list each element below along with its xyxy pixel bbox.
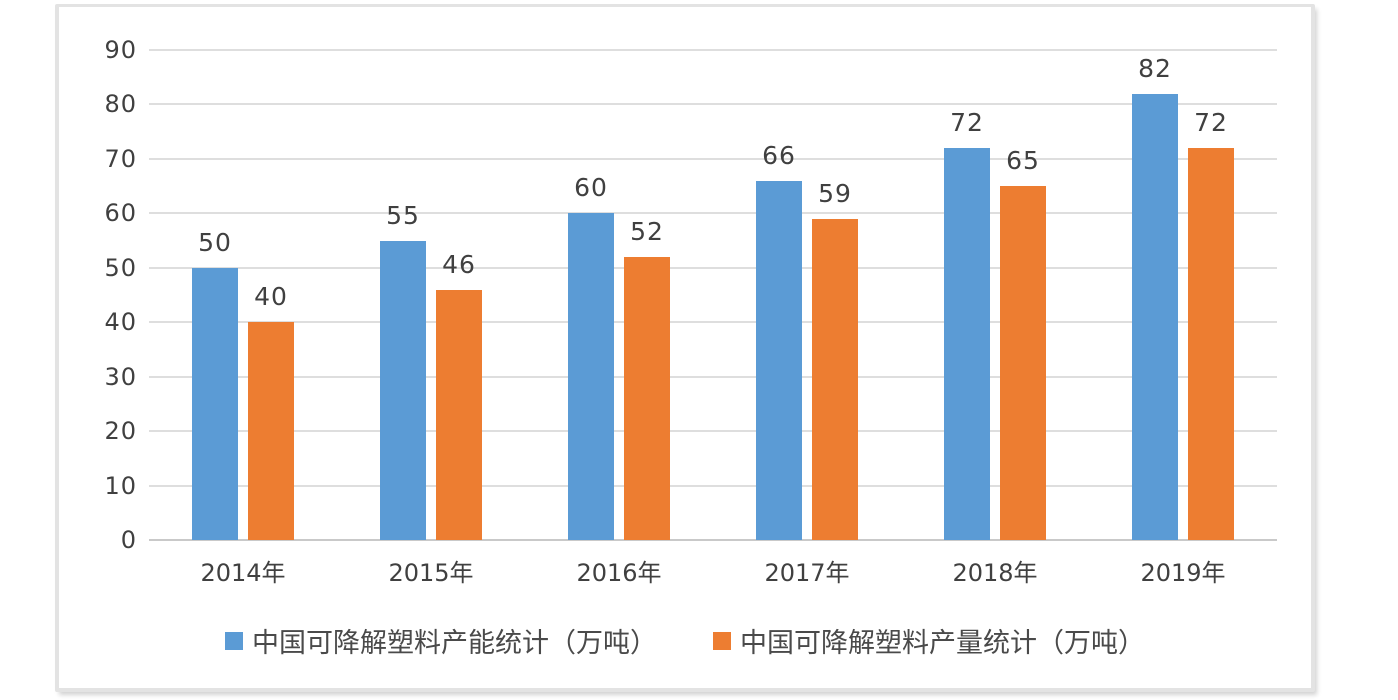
bar-value-label: 40 [254,282,288,312]
gridline [149,212,1277,215]
x-axis-category-label: 2015年 [388,559,474,587]
capacity-bar: 50 [192,228,238,540]
bar-groups: 50 40 55 46 60 52 66 59 72 65 82 72 [149,50,1277,540]
y-axis-tick-label: 90 [104,36,137,64]
y-axis-tick-label: 10 [104,471,137,500]
x-axis-category-label: 2016年 [576,559,662,587]
gridline [149,103,1277,106]
y-axis-tick-label: 60 [104,199,137,228]
y-axis-labels: 0 10 20 30 40 50 60 70 80 90 [75,36,137,554]
bar-value-label: 59 [818,178,852,208]
bar-value-label: 55 [386,200,420,230]
output-bar: 59 [812,179,858,540]
capacity-bar: 66 [756,141,802,540]
gridline [149,484,1277,487]
output-bar: 46 [436,250,482,540]
bar-value-label: 72 [950,108,984,137]
chart-legend: 中国可降解塑料产能统计（万吨） 中国可降解塑料产量统计（万吨） [59,621,1311,660]
bar-group: 82 72 [1132,50,1234,540]
bar-value-label: 60 [574,173,608,203]
bar-group: 55 46 [380,50,482,540]
y-axis-tick-label: 0 [120,526,137,554]
y-axis-tick-label: 30 [104,362,137,391]
capacity-bar: 72 [944,108,990,540]
bar-value-label: 72 [1194,108,1228,137]
y-axis-tick-label: 40 [104,308,137,337]
gridline [149,375,1277,378]
legend-item-output: 中国可降解塑料产量统计（万吨） [713,621,1145,660]
legend-swatch-icon [713,631,731,650]
bar-value-label: 66 [762,140,796,170]
output-bar: 65 [1000,146,1046,540]
x-axis-category-label: 2019年 [1140,559,1226,587]
x-axis-category-label: 2014年 [200,559,286,587]
bar-group: 60 52 [568,50,670,540]
bar-value-label: 65 [1006,146,1040,176]
bar-group: 50 40 [192,50,294,540]
capacity-bar: 60 [568,173,614,540]
gridline [149,266,1277,269]
y-axis-tick-label: 80 [104,90,137,119]
output-bar: 72 [1188,108,1234,540]
gridline [149,321,1277,324]
output-bar: 52 [624,217,670,540]
legend-swatch-icon [225,631,243,650]
x-axis-line [149,539,1277,541]
bar-group: 66 59 [756,50,858,540]
output-bar: 40 [248,282,294,540]
y-axis-tick-label: 20 [104,417,137,446]
capacity-bar: 82 [1132,54,1178,540]
gridline [149,157,1277,160]
x-axis-category-label: 2018年 [952,559,1038,587]
bar-value-label: 82 [1138,53,1172,83]
y-axis-tick-label: 50 [104,253,137,282]
bar-value-label: 50 [198,227,232,257]
chart-frame: 50 40 55 46 60 52 66 59 72 65 82 72 0 10 20 30 40 50 60 70… [55,4,1315,692]
bar-value-label: 52 [630,216,664,246]
y-axis-tick-label: 70 [104,144,137,173]
x-axis-labels: 2014年 2015年 2016年 2017年 2018年 2019年 [149,553,1277,588]
gridline [149,49,1277,51]
legend-label: 中国可降解塑料产量统计（万吨） [740,628,1145,659]
bar-group: 72 65 [944,50,1046,540]
bar-value-label: 46 [442,249,476,279]
capacity-bar: 55 [380,201,426,540]
legend-item-capacity: 中国可降解塑料产能统计（万吨） [225,621,657,660]
x-axis-category-label: 2017年 [764,559,850,587]
gridline [149,430,1277,433]
plot-area: 50 40 55 46 60 52 66 59 72 65 82 72 [149,49,1277,541]
legend-label: 中国可降解塑料产能统计（万吨） [252,628,657,659]
